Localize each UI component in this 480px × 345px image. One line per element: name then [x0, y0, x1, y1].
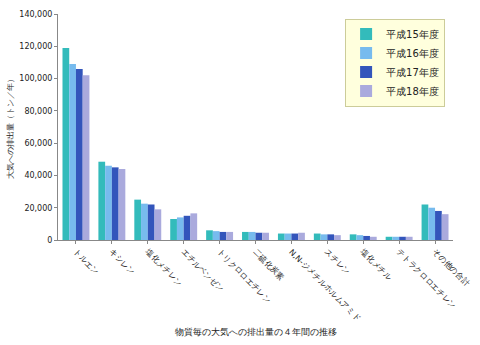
svg-text:平成18年度: 平成18年度 [386, 86, 439, 97]
svg-text:20,000: 20,000 [24, 204, 52, 213]
svg-text:40,000: 40,000 [24, 171, 52, 180]
svg-text:キシレン: キシレン [108, 247, 137, 276]
svg-text:その他の合計: その他の合計 [431, 247, 471, 287]
svg-text:120,000: 120,000 [19, 42, 52, 51]
svg-text:0: 0 [47, 236, 52, 245]
svg-text:塩化メチル: 塩化メチル [358, 247, 393, 282]
svg-text:平成16年度: 平成16年度 [386, 48, 439, 59]
svg-text:トルエン: トルエン [72, 247, 101, 276]
svg-text:物質毎の大気への排出量の４年間の推移: 物質毎の大気への排出量の４年間の推移 [175, 327, 337, 337]
svg-text:エチルベンゼン: エチルベンゼン [179, 247, 225, 293]
svg-text:100,000: 100,000 [19, 74, 52, 83]
svg-text:大気への排出量（トン／年）: 大気への排出量（トン／年） [6, 75, 15, 179]
svg-text:テトラクロロエチレン: テトラクロロエチレン [395, 247, 458, 310]
svg-text:二硫化炭素: 二硫化炭素 [251, 247, 286, 282]
svg-text:N,N-ジメチルホルムアミド: N,N-ジメチルホルムアミド [287, 247, 362, 322]
svg-text:60,000: 60,000 [24, 139, 52, 148]
svg-text:平成15年度: 平成15年度 [386, 29, 439, 40]
svg-text:塩化メチレン: 塩化メチレン [143, 247, 184, 288]
svg-text:140,000: 140,000 [19, 10, 52, 19]
svg-text:スチレン: スチレン [323, 247, 352, 276]
svg-text:トリクロロエチレン: トリクロロエチレン [215, 247, 272, 304]
svg-text:80,000: 80,000 [24, 107, 52, 116]
svg-text:平成17年度: 平成17年度 [386, 67, 439, 78]
